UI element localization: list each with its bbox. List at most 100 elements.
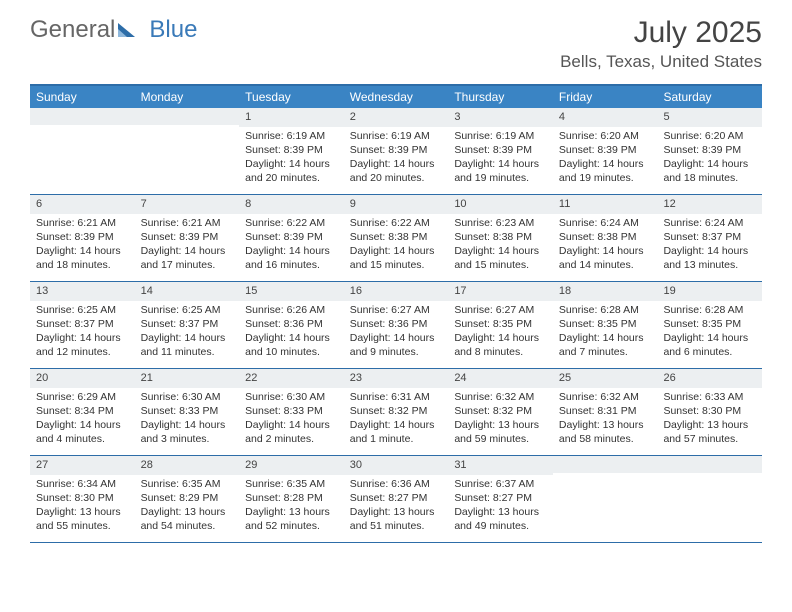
calendar-cell: 29Sunrise: 6:35 AMSunset: 8:28 PMDayligh… <box>239 456 344 542</box>
cell-body: Sunrise: 6:35 AMSunset: 8:29 PMDaylight:… <box>135 475 240 538</box>
calendar-cell: 19Sunrise: 6:28 AMSunset: 8:35 PMDayligh… <box>657 282 762 368</box>
calendar-cell: 11Sunrise: 6:24 AMSunset: 8:38 PMDayligh… <box>553 195 658 281</box>
sunset-text: Sunset: 8:39 PM <box>36 230 129 244</box>
calendar-cell: 27Sunrise: 6:34 AMSunset: 8:30 PMDayligh… <box>30 456 135 542</box>
cell-body: Sunrise: 6:19 AMSunset: 8:39 PMDaylight:… <box>448 127 553 190</box>
day-number: 31 <box>448 456 553 475</box>
day-number: 6 <box>30 195 135 214</box>
sunset-text: Sunset: 8:37 PM <box>36 317 129 331</box>
sunset-text: Sunset: 8:37 PM <box>663 230 756 244</box>
dayname-header: Monday <box>135 86 240 108</box>
logo-text-1: General <box>30 16 115 44</box>
daylight-text: Daylight: 14 hours and 12 minutes. <box>36 331 129 359</box>
sunset-text: Sunset: 8:30 PM <box>36 491 129 505</box>
day-number: 9 <box>344 195 449 214</box>
cell-body: Sunrise: 6:25 AMSunset: 8:37 PMDaylight:… <box>30 301 135 364</box>
dayname-header: Tuesday <box>239 86 344 108</box>
day-number: 3 <box>448 108 553 127</box>
calendar-cell: 23Sunrise: 6:31 AMSunset: 8:32 PMDayligh… <box>344 369 449 455</box>
daylight-text: Daylight: 14 hours and 17 minutes. <box>141 244 234 272</box>
calendar-cell: 31Sunrise: 6:37 AMSunset: 8:27 PMDayligh… <box>448 456 553 542</box>
sunset-text: Sunset: 8:39 PM <box>245 230 338 244</box>
sunset-text: Sunset: 8:29 PM <box>141 491 234 505</box>
day-number: 30 <box>344 456 449 475</box>
sunrise-text: Sunrise: 6:19 AM <box>454 129 547 143</box>
sunrise-text: Sunrise: 6:19 AM <box>245 129 338 143</box>
calendar-cell: 20Sunrise: 6:29 AMSunset: 8:34 PMDayligh… <box>30 369 135 455</box>
day-number: 18 <box>553 282 658 301</box>
sunrise-text: Sunrise: 6:22 AM <box>350 216 443 230</box>
sunset-text: Sunset: 8:39 PM <box>663 143 756 157</box>
cell-body: Sunrise: 6:27 AMSunset: 8:36 PMDaylight:… <box>344 301 449 364</box>
daylight-text: Daylight: 14 hours and 20 minutes. <box>350 157 443 185</box>
sunrise-text: Sunrise: 6:30 AM <box>141 390 234 404</box>
sunrise-text: Sunrise: 6:23 AM <box>454 216 547 230</box>
calendar-cell: 16Sunrise: 6:27 AMSunset: 8:36 PMDayligh… <box>344 282 449 368</box>
sunset-text: Sunset: 8:39 PM <box>559 143 652 157</box>
cell-body: Sunrise: 6:33 AMSunset: 8:30 PMDaylight:… <box>657 388 762 451</box>
daylight-text: Daylight: 13 hours and 57 minutes. <box>663 418 756 446</box>
calendar-cell: 21Sunrise: 6:30 AMSunset: 8:33 PMDayligh… <box>135 369 240 455</box>
cell-body: Sunrise: 6:22 AMSunset: 8:38 PMDaylight:… <box>344 214 449 277</box>
sunrise-text: Sunrise: 6:27 AM <box>350 303 443 317</box>
sunset-text: Sunset: 8:38 PM <box>559 230 652 244</box>
cell-body: Sunrise: 6:24 AMSunset: 8:38 PMDaylight:… <box>553 214 658 277</box>
day-number: 26 <box>657 369 762 388</box>
calendar-cell: 25Sunrise: 6:32 AMSunset: 8:31 PMDayligh… <box>553 369 658 455</box>
sunset-text: Sunset: 8:39 PM <box>245 143 338 157</box>
calendar-cell: 7Sunrise: 6:21 AMSunset: 8:39 PMDaylight… <box>135 195 240 281</box>
sunset-text: Sunset: 8:30 PM <box>663 404 756 418</box>
day-number: 28 <box>135 456 240 475</box>
sunrise-text: Sunrise: 6:24 AM <box>663 216 756 230</box>
cell-body: Sunrise: 6:21 AMSunset: 8:39 PMDaylight:… <box>135 214 240 277</box>
calendar-cell: 12Sunrise: 6:24 AMSunset: 8:37 PMDayligh… <box>657 195 762 281</box>
calendar-cell: 24Sunrise: 6:32 AMSunset: 8:32 PMDayligh… <box>448 369 553 455</box>
sunset-text: Sunset: 8:31 PM <box>559 404 652 418</box>
cell-body: Sunrise: 6:26 AMSunset: 8:36 PMDaylight:… <box>239 301 344 364</box>
day-number: 25 <box>553 369 658 388</box>
cell-body: Sunrise: 6:28 AMSunset: 8:35 PMDaylight:… <box>553 301 658 364</box>
calendar-cell: 17Sunrise: 6:27 AMSunset: 8:35 PMDayligh… <box>448 282 553 368</box>
daylight-text: Daylight: 14 hours and 19 minutes. <box>559 157 652 185</box>
sunset-text: Sunset: 8:34 PM <box>36 404 129 418</box>
sunrise-text: Sunrise: 6:32 AM <box>454 390 547 404</box>
calendar-week: 13Sunrise: 6:25 AMSunset: 8:37 PMDayligh… <box>30 282 762 369</box>
cell-body: Sunrise: 6:19 AMSunset: 8:39 PMDaylight:… <box>344 127 449 190</box>
sunrise-text: Sunrise: 6:28 AM <box>559 303 652 317</box>
day-number: 8 <box>239 195 344 214</box>
sunrise-text: Sunrise: 6:28 AM <box>663 303 756 317</box>
cell-body: Sunrise: 6:23 AMSunset: 8:38 PMDaylight:… <box>448 214 553 277</box>
day-number: 23 <box>344 369 449 388</box>
day-number: 24 <box>448 369 553 388</box>
header: General Blue July 2025 Bells, Texas, Uni… <box>0 0 792 76</box>
day-number: 13 <box>30 282 135 301</box>
calendar-cell: 1Sunrise: 6:19 AMSunset: 8:39 PMDaylight… <box>239 108 344 194</box>
daylight-text: Daylight: 13 hours and 59 minutes. <box>454 418 547 446</box>
sunrise-text: Sunrise: 6:20 AM <box>663 129 756 143</box>
cell-body: Sunrise: 6:20 AMSunset: 8:39 PMDaylight:… <box>657 127 762 190</box>
day-number: 22 <box>239 369 344 388</box>
day-number: 17 <box>448 282 553 301</box>
daylight-text: Daylight: 14 hours and 9 minutes. <box>350 331 443 359</box>
calendar-cell: 5Sunrise: 6:20 AMSunset: 8:39 PMDaylight… <box>657 108 762 194</box>
sunrise-text: Sunrise: 6:27 AM <box>454 303 547 317</box>
sunrise-text: Sunrise: 6:35 AM <box>141 477 234 491</box>
day-number <box>135 108 240 125</box>
calendar-cell <box>135 108 240 194</box>
day-number: 29 <box>239 456 344 475</box>
sunrise-text: Sunrise: 6:21 AM <box>141 216 234 230</box>
cell-body: Sunrise: 6:19 AMSunset: 8:39 PMDaylight:… <box>239 127 344 190</box>
cell-body: Sunrise: 6:37 AMSunset: 8:27 PMDaylight:… <box>448 475 553 538</box>
calendar-cell: 10Sunrise: 6:23 AMSunset: 8:38 PMDayligh… <box>448 195 553 281</box>
calendar-cell: 30Sunrise: 6:36 AMSunset: 8:27 PMDayligh… <box>344 456 449 542</box>
cell-body: Sunrise: 6:30 AMSunset: 8:33 PMDaylight:… <box>135 388 240 451</box>
sunset-text: Sunset: 8:36 PM <box>245 317 338 331</box>
calendar-cell: 8Sunrise: 6:22 AMSunset: 8:39 PMDaylight… <box>239 195 344 281</box>
day-number: 11 <box>553 195 658 214</box>
sunset-text: Sunset: 8:27 PM <box>350 491 443 505</box>
sunrise-text: Sunrise: 6:19 AM <box>350 129 443 143</box>
day-number: 4 <box>553 108 658 127</box>
daylight-text: Daylight: 13 hours and 51 minutes. <box>350 505 443 533</box>
calendar-cell <box>553 456 658 542</box>
sunrise-text: Sunrise: 6:33 AM <box>663 390 756 404</box>
